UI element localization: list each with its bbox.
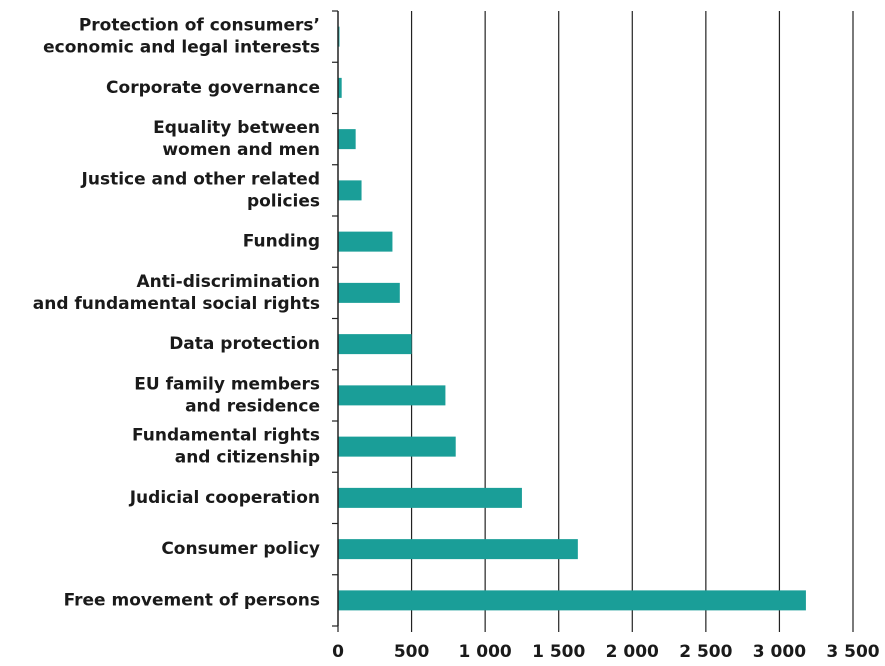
bar <box>338 487 522 508</box>
bar <box>338 129 356 150</box>
y-tick-label: Judicial cooperation <box>129 488 320 508</box>
label-line: and citizenship <box>175 448 320 468</box>
y-tick-label: EU family members and residence <box>134 374 320 416</box>
label-line: Free movement of persons <box>64 590 320 610</box>
x-tick-label: 1 000 <box>459 642 512 662</box>
y-tick-label: Justice and other related policies <box>81 169 320 211</box>
label-line: Justice and other related <box>81 169 320 189</box>
x-tick-label: 2 500 <box>679 642 732 662</box>
bar <box>338 590 806 611</box>
y-tick-label: Free movement of persons <box>64 590 320 610</box>
label-line: economic and legal interests <box>43 38 320 58</box>
x-tick-label: 0 <box>332 642 344 662</box>
bar <box>338 282 400 303</box>
label-line: EU family members <box>134 374 320 394</box>
label-line: Funding <box>243 232 320 252</box>
bar <box>338 385 446 406</box>
bar <box>338 77 342 98</box>
y-tick-label: Funding <box>243 232 320 252</box>
label-line: and fundamental social rights <box>33 294 320 314</box>
label-line: Anti-discrimination <box>136 272 320 292</box>
bar <box>338 539 578 560</box>
y-tick-label: Corporate governance <box>106 78 320 98</box>
label-line: Corporate governance <box>106 78 320 98</box>
x-tick-label: 500 <box>394 642 430 662</box>
label-line: Fundamental rights <box>132 426 320 446</box>
x-tick-label: 3 000 <box>753 642 806 662</box>
y-tick-label: Anti-discrimination and fundamental socia… <box>33 272 320 314</box>
label-line: and residence <box>185 396 320 416</box>
label-line: women and men <box>162 140 320 160</box>
bar <box>338 436 456 457</box>
x-tick-label: 2 000 <box>606 642 659 662</box>
label-line: Judicial cooperation <box>129 488 320 508</box>
label-line: Protection of consumers’ <box>79 16 320 36</box>
y-tick-label: Fundamental rights and citizenship <box>132 426 320 468</box>
bar <box>338 334 412 355</box>
bar <box>338 231 393 252</box>
x-tick-label: 1 500 <box>532 642 585 662</box>
y-tick-label: Protection of consumers’ economic and leg… <box>43 16 320 58</box>
label-line: policies <box>247 191 320 211</box>
y-tick-label: Consumer policy <box>161 539 320 559</box>
label-line: Consumer policy <box>161 539 320 559</box>
label-line: Data protection <box>169 334 320 354</box>
y-tick-label: Equality between women and men <box>153 118 320 160</box>
bar <box>338 180 362 201</box>
label-line: Equality between <box>153 118 320 138</box>
y-tick-label: Data protection <box>169 334 320 354</box>
x-tick-label: 3 500 <box>826 642 879 662</box>
